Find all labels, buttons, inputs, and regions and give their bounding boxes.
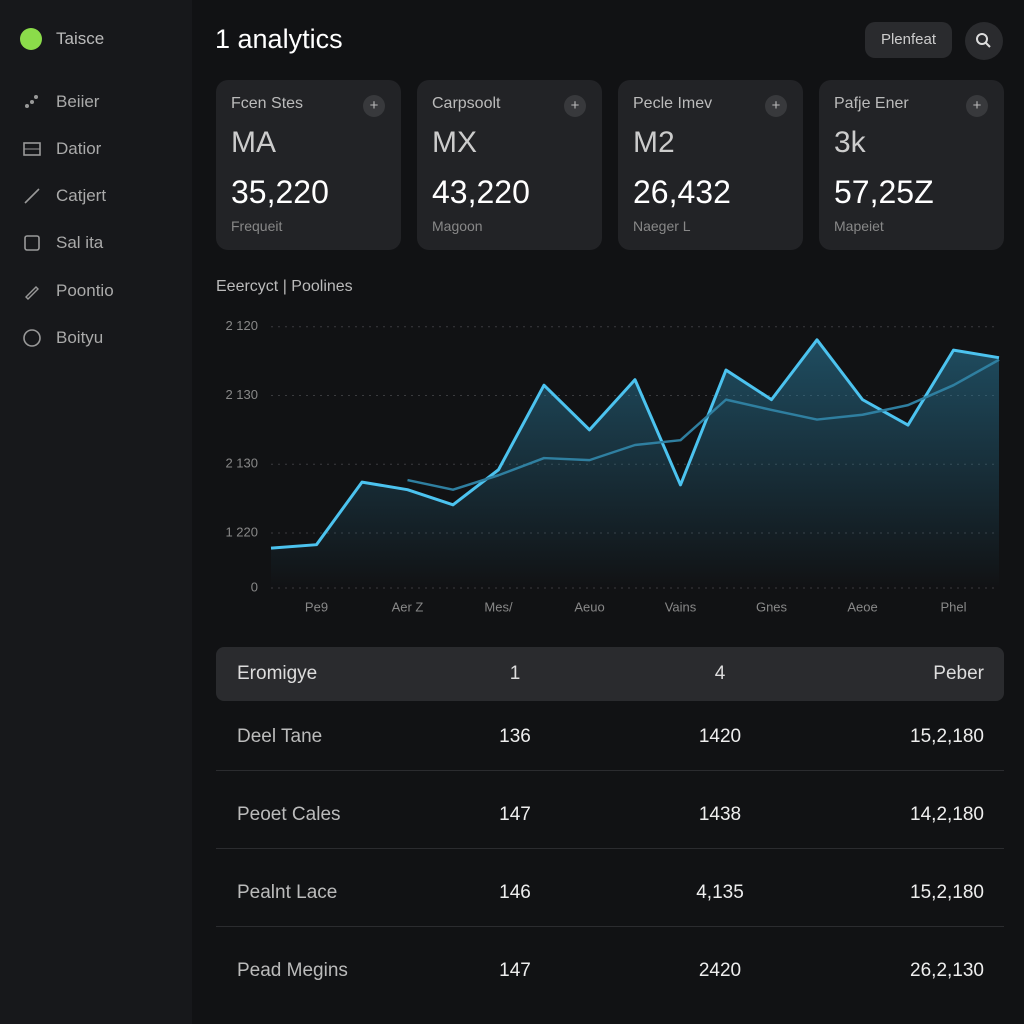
- table-cell: 147: [499, 804, 531, 825]
- card-sub: Naeger L: [633, 218, 691, 234]
- y-tick-label: 1 220: [225, 524, 258, 539]
- table-cell: 146: [499, 882, 531, 903]
- card-code: 3k: [834, 126, 866, 159]
- card-code: MA: [231, 126, 276, 159]
- nav-icon: [23, 329, 41, 347]
- row-divider: [216, 770, 1004, 771]
- nav-label: Sal ita: [56, 233, 104, 252]
- nav-item[interactable]: Poontio: [22, 281, 114, 301]
- nav-label: Datior: [56, 139, 102, 158]
- card-code: MX: [432, 126, 477, 159]
- nav-icon: [25, 95, 38, 108]
- x-tick-label: Pe9: [305, 599, 328, 614]
- brand-name: Taisce: [56, 29, 105, 48]
- nav-item[interactable]: Datior: [22, 139, 101, 159]
- nav-icon: [24, 235, 40, 251]
- table-cell: 15,2,180: [910, 726, 984, 747]
- nav-icon: [24, 188, 40, 204]
- brand: Taisce: [20, 28, 104, 50]
- table-cell: Pealnt Lace: [237, 882, 338, 903]
- card-sub: Frequeit: [231, 218, 283, 234]
- stat-card: Pafje Ener +3k 57,25Z Mapeiet: [819, 80, 1004, 250]
- card-add[interactable]: +: [564, 95, 586, 117]
- search-icon: [976, 33, 991, 48]
- table-header: [216, 647, 1004, 701]
- row-divider: [216, 848, 1004, 849]
- area: [271, 339, 999, 588]
- y-tick-label: 2 120: [225, 318, 258, 333]
- stat-card: Fcen Stes + MA 35,220 Frequeit: [216, 80, 401, 250]
- row-divider: [216, 926, 1004, 927]
- card-add[interactable]: +: [363, 95, 385, 117]
- table-header-cell: 1: [509, 663, 521, 684]
- x-tick-label: Gnes: [756, 599, 788, 614]
- x-tick-label: Vains: [665, 599, 697, 614]
- y-tick-label: 0: [251, 579, 258, 594]
- line: [407, 358, 1000, 491]
- sidebar: Taisce Beiier Datior Catjert Sal ita Poo…: [0, 0, 192, 1024]
- nav-label: Beiier: [56, 92, 100, 111]
- table-cell: 147: [499, 960, 531, 981]
- nav-item[interactable]: Sal ita: [22, 233, 103, 253]
- table-header-cell: 4: [714, 663, 726, 684]
- card-value: 26,432: [633, 174, 731, 210]
- card-sub: Magoon: [432, 218, 483, 234]
- nav-item[interactable]: Beiier: [22, 92, 99, 112]
- nav-label: Boityu: [56, 328, 104, 347]
- y-tick-label: 2 130: [225, 456, 258, 471]
- card-label: Pecle Imev: [633, 95, 713, 112]
- table-cell: 15,2,180: [910, 882, 984, 903]
- table-cell: 14,2,180: [910, 804, 984, 825]
- card-sub: Mapeiet: [834, 218, 884, 234]
- chart: Eeercyct | Poolines 0 1 220 2 130 2 130 2 12…: [216, 278, 1000, 614]
- table-header-cell: Peber: [933, 663, 984, 684]
- table-cell: Deel Tane: [237, 726, 323, 747]
- table-header-cell: Eromigye: [237, 663, 318, 684]
- stat-card: Pecle Imev + M2 26,432 Naeger L: [618, 80, 803, 250]
- x-tick-label: Mes/: [484, 599, 513, 614]
- table-cell: Pead Megins: [237, 960, 348, 981]
- table-cell: 2420: [698, 960, 742, 981]
- card-value: 35,220: [231, 174, 329, 210]
- table-cell: 26,2,130: [910, 960, 984, 981]
- chart-title: Eeercyct | Poolines: [216, 278, 353, 295]
- nav-label: Poontio: [56, 281, 114, 300]
- y-tick-label: 2 130: [225, 387, 258, 402]
- x-tick-label: Phel: [940, 599, 966, 614]
- table-cell: 136: [499, 726, 531, 747]
- card-label: Pafje Ener: [834, 95, 909, 112]
- table-cell: 4,135: [696, 882, 744, 903]
- brand-dot: [20, 28, 42, 50]
- nav-icon: [25, 286, 39, 300]
- search-button[interactable]: [965, 22, 1003, 60]
- x-tick-label: Aeuo: [574, 599, 604, 614]
- line: [270, 338, 1000, 550]
- nav-item[interactable]: Catjert: [22, 186, 106, 206]
- card-value: 43,220: [432, 174, 530, 210]
- nav-icon: [23, 142, 41, 156]
- page-title: 1 analytics: [215, 24, 343, 54]
- card-label: Carpsoolt: [432, 95, 501, 112]
- table-cell: 1420: [698, 726, 742, 747]
- header-button[interactable]: Plenfeat: [865, 22, 952, 58]
- card-add[interactable]: +: [765, 95, 787, 117]
- table-cell: Peoet Cales: [237, 804, 341, 825]
- card-add[interactable]: +: [966, 95, 988, 117]
- nav-label: Catjert: [56, 186, 107, 205]
- stat-card: Carpsoolt + MX 43,220 Magoon: [417, 80, 602, 250]
- table-cell: 1438: [698, 804, 742, 825]
- card-code: M2: [633, 126, 675, 159]
- card-value: 57,25Z: [834, 174, 934, 210]
- nav-item[interactable]: Boityu: [22, 328, 103, 348]
- x-tick-label: Aer Z: [392, 599, 424, 614]
- card-label: Fcen Stes: [231, 95, 304, 112]
- x-tick-label: Aeoe: [847, 599, 877, 614]
